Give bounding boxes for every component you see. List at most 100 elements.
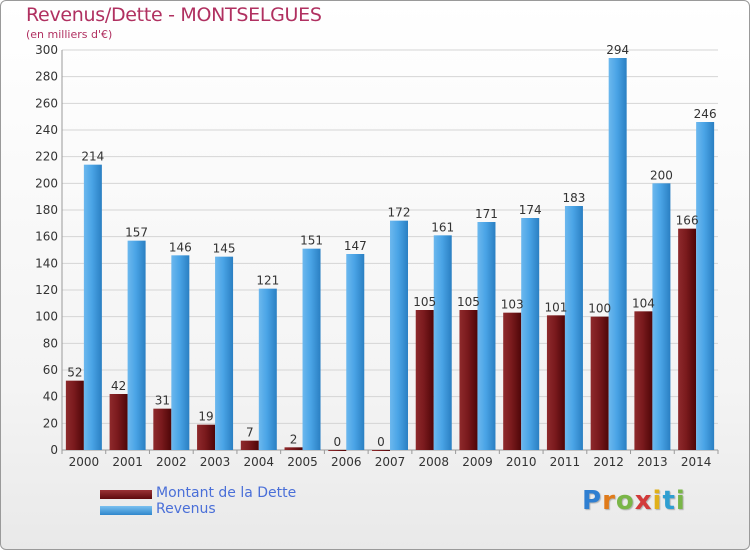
y-tick-label: 220 [35,150,58,164]
bar-revenue [608,58,627,450]
chart-subtitle: (en milliers d'€) [26,28,113,41]
data-label-revenue: 214 [81,150,104,164]
bar-revenue [171,255,190,450]
bar-revenue [346,254,365,450]
bar-debt [634,311,653,450]
logo-letter: o [615,486,635,516]
y-tick-label: 100 [35,310,58,324]
x-tick-label: 2003 [200,455,231,469]
data-label-debt: 2 [290,432,298,446]
x-tick-label: 2010 [506,455,537,469]
logo-letter: r [602,486,616,516]
bar-revenue [696,122,715,450]
data-label-revenue: 121 [256,274,279,288]
x-tick-label: 2007 [375,455,406,469]
bar-revenue [433,235,452,450]
y-tick-label: 120 [35,283,58,297]
y-tick-label: 200 [35,176,58,190]
logo-letter: x [634,486,653,516]
data-label-revenue: 174 [519,203,542,217]
y-tick-label: 0 [50,443,58,457]
data-label-debt: 166 [676,214,699,228]
data-label-debt: 0 [333,435,341,449]
bar-debt [546,315,565,450]
data-label-revenue: 200 [650,168,673,182]
bar-revenue [83,164,102,450]
x-tick-label: 2011 [550,455,581,469]
bar-debt [153,408,172,450]
y-tick-label: 180 [35,203,58,217]
x-tick-label: 2004 [244,455,275,469]
logo-letter: t [662,486,676,516]
bar-debt [109,394,128,450]
bar-revenue [390,220,408,450]
data-label-revenue: 246 [694,107,717,121]
y-tick-label: 160 [35,230,58,244]
bar-revenue [521,218,540,450]
y-tick-label: 300 [35,43,58,57]
logo-letter: i [675,486,686,516]
data-label-revenue: 172 [388,206,411,220]
bar-debt [678,228,697,450]
data-label-debt: 105 [413,295,436,309]
data-label-debt: 0 [377,435,385,449]
bar-revenue [652,183,671,451]
bar-revenue [564,206,583,450]
data-label-debt: 19 [198,410,213,424]
bar-debt [240,440,259,450]
bar-revenue [127,240,146,450]
y-tick-label: 260 [35,96,58,110]
x-tick-label: 2002 [156,455,187,469]
data-label-debt: 100 [588,302,611,316]
y-tick-label: 140 [35,256,58,270]
bar-revenue [258,288,277,450]
bar-debt [197,424,216,450]
data-label-debt: 42 [111,379,126,393]
data-label-debt: 101 [544,300,567,314]
data-label-revenue: 157 [125,226,148,240]
legend-label-debt: Montant de la Dette [156,485,297,501]
bar-debt [415,310,434,450]
legend-swatch-revenue [100,506,152,515]
x-tick-label: 2005 [287,455,318,469]
x-tick-label: 2014 [681,455,712,469]
legend-label-revenue: Revenus [156,501,216,517]
bar-debt [328,450,347,451]
data-label-revenue: 183 [562,191,585,205]
bar-debt [65,380,84,450]
y-tick-label: 40 [43,390,58,404]
data-label-revenue: 294 [606,43,629,57]
data-label-debt: 7 [246,426,254,440]
data-label-revenue: 146 [169,240,192,254]
y-tick-label: 280 [35,70,58,84]
bar-debt [372,450,390,451]
data-label-debt: 31 [155,394,170,408]
x-tick-label: 2006 [331,455,362,469]
x-tick-label: 2012 [593,455,624,469]
bar-debt [459,310,478,450]
bar-debt [284,447,303,450]
legend-swatch-debt [100,490,152,499]
data-label-revenue: 171 [475,207,498,221]
y-tick-label: 20 [43,416,58,430]
x-tick-label: 2008 [418,455,449,469]
y-tick-label: 240 [35,123,58,137]
data-label-revenue: 147 [344,239,367,253]
x-tick-label: 2001 [112,455,143,469]
chart-title: Revenus/Dette - MONTSELGUES [26,4,322,26]
x-tick-label: 2009 [462,455,493,469]
data-label-revenue: 145 [213,242,236,256]
x-tick-label: 2000 [69,455,100,469]
proxiti-logo: Proxiti [582,486,686,516]
data-label-revenue: 161 [431,220,454,234]
data-label-revenue: 151 [300,234,323,248]
x-tick-label: 2013 [637,455,668,469]
data-label-debt: 105 [457,295,480,309]
data-label-debt: 103 [501,298,524,312]
logo-letter: i [652,486,663,516]
bar-revenue [215,256,234,450]
data-label-debt: 104 [632,296,655,310]
bar-debt [503,312,522,450]
bar-revenue [477,222,496,450]
